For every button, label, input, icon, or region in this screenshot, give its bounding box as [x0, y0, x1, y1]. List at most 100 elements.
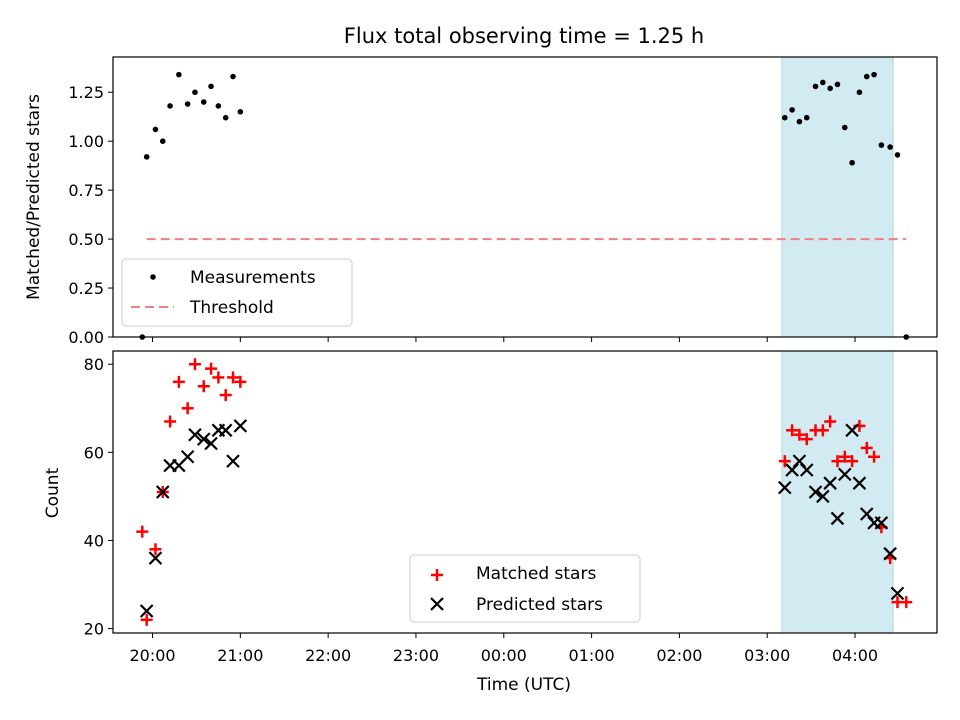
bottom-panel-frame	[112, 350, 938, 634]
predicted-star-point	[823, 476, 837, 490]
top-y-axis-label: Matched/Predicted stars	[24, 94, 44, 300]
matched-star-point	[205, 362, 218, 375]
matched-star-point	[164, 415, 177, 428]
x-tick-label: 20:00	[129, 646, 175, 665]
matched-star-point	[227, 371, 240, 384]
top-legend: Measurements Threshold	[121, 258, 353, 327]
matched-star-point	[800, 433, 813, 446]
matched-star-point	[234, 375, 247, 388]
legend-matched-marker	[431, 569, 443, 581]
x-tick-label: 22:00	[305, 646, 351, 665]
measurement-point	[887, 144, 893, 150]
predicted-star-point	[830, 511, 845, 526]
y-tick-label: 0.75	[68, 181, 104, 200]
y-tick-label: 80	[84, 355, 104, 374]
bottom-y-axis-label: Count	[43, 467, 63, 518]
measurement-point	[878, 142, 885, 148]
matched-star-point	[181, 402, 194, 415]
bottom-panel: 20 40 60 80 20:00 21:00 22:00 23:00 00:00 01:00 02…	[43, 350, 938, 695]
measurement-point	[863, 73, 870, 80]
top-legend-box	[121, 258, 353, 327]
matched-star-point	[868, 450, 881, 463]
y-tick-label: 1.25	[68, 83, 104, 102]
x-tick-label: 04:00	[832, 646, 878, 665]
predicted-star-point	[890, 586, 905, 601]
matched-star-point	[219, 389, 232, 402]
matched-star-point	[860, 441, 873, 454]
y-tick-label: 1.00	[68, 132, 104, 151]
matched-star-point	[793, 428, 806, 441]
measurement-point	[781, 114, 788, 121]
measurement-point	[856, 89, 863, 96]
legend-matched-label: Matched stars	[476, 564, 596, 584]
matched-star-point	[816, 424, 829, 437]
measurement-point	[143, 154, 150, 160]
matched-star-point	[197, 380, 210, 393]
predicted-star-point	[816, 489, 830, 504]
measurement-point	[230, 73, 236, 80]
bottom-legend: Matched stars Predicted stars	[409, 554, 641, 623]
x-tick-label: 00:00	[481, 646, 527, 665]
predicted-star-point	[218, 423, 233, 438]
predicted-star-point	[188, 427, 202, 442]
measurement-point	[849, 159, 855, 166]
predicted-star-point	[226, 454, 240, 468]
measurement-point	[820, 79, 826, 86]
y-tick-label: 20	[84, 620, 104, 639]
matched-star-point	[846, 455, 859, 468]
measurement-point	[159, 138, 166, 144]
matched-star-point	[188, 358, 201, 371]
measurement-point	[803, 114, 810, 121]
measurement-point	[192, 89, 198, 96]
x-tick-label: 03:00	[744, 646, 790, 665]
matched-star-point	[831, 455, 844, 468]
predicted-star-point	[838, 467, 852, 482]
predicted-star-point	[808, 485, 823, 499]
shaded-span	[781, 350, 894, 634]
predicted-star-point	[883, 546, 897, 561]
top-panel: 0.00 0.25 0.50 0.75 1.00 1.25 Matched/Predict…	[24, 56, 938, 347]
x-axis-label: Time (UTC)	[476, 675, 571, 695]
measurement-point	[841, 124, 848, 131]
y-tick-label: 0.25	[68, 279, 104, 298]
measurement-point	[237, 109, 244, 115]
matched-star-point	[136, 525, 149, 538]
matched-star-point	[212, 371, 225, 384]
matched-star-point	[140, 613, 153, 626]
measurement-point	[812, 83, 819, 90]
y-tick-label: 40	[84, 531, 104, 550]
predicted-star-point	[148, 551, 163, 565]
measurement-point	[208, 83, 214, 90]
matched-star-point	[172, 375, 185, 388]
measurement-point	[834, 81, 841, 88]
x-tick-label: 02:00	[656, 646, 702, 665]
x-tick-label: 23:00	[393, 646, 439, 665]
predicted-star-point	[139, 604, 154, 618]
predicted-star-point	[196, 432, 211, 446]
legend-threshold-label: Threshold	[189, 298, 274, 318]
predicted-star-point	[799, 463, 814, 477]
y-tick-label: 0.00	[68, 328, 104, 347]
measurement-point	[215, 103, 222, 109]
measurement-point	[789, 107, 795, 113]
shaded-span	[781, 56, 894, 338]
x-tick-label: 01:00	[569, 646, 615, 665]
y-tick-label: 60	[84, 443, 104, 462]
chart-title: Flux total observing time = 1.25 h	[344, 24, 704, 48]
legend-predicted-label: Predicted stars	[476, 595, 603, 615]
predicted-star-point	[204, 436, 218, 451]
matched-star-point	[786, 424, 799, 437]
predicted-star-point	[155, 485, 170, 499]
measurement-point	[871, 71, 877, 78]
matched-star-point	[900, 596, 913, 609]
matched-star-point	[149, 543, 162, 556]
legend-measurements-label: Measurements	[190, 268, 316, 288]
predicted-star-point	[180, 449, 195, 464]
bottom-legend-box	[409, 554, 641, 623]
measurement-point	[176, 71, 182, 78]
predicted-star-point	[852, 476, 867, 490]
predicted-star-point	[874, 516, 889, 530]
measurement-point	[200, 99, 207, 105]
measurement-point	[152, 126, 159, 133]
predicted-star-point	[233, 419, 248, 433]
